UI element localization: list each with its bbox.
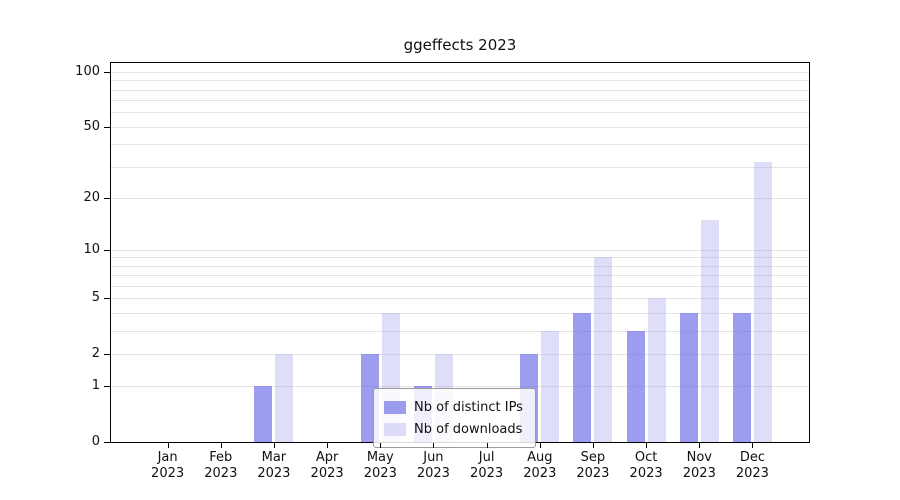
gridline xyxy=(111,313,809,314)
x-tick-label: Feb 2023 xyxy=(186,450,256,483)
x-tick-label: Aug 2023 xyxy=(505,450,575,483)
gridline xyxy=(111,353,809,355)
x-tick-label: Dec 2023 xyxy=(717,450,787,483)
gridline xyxy=(111,72,809,73)
bar-downloads xyxy=(541,330,560,442)
x-tick-label: Jan 2023 xyxy=(133,450,203,483)
year-label: 2023 xyxy=(204,466,238,482)
month-label: Jan xyxy=(157,450,178,465)
x-tick xyxy=(646,443,648,448)
gridline xyxy=(111,80,809,82)
x-tick xyxy=(539,443,541,448)
gridline xyxy=(111,126,809,128)
month-label: Jul xyxy=(478,450,495,465)
month-label: Aug xyxy=(527,450,553,465)
x-tick-label: Mar 2023 xyxy=(239,450,309,483)
year-label: 2023 xyxy=(735,466,769,482)
y-tick-label: 10 xyxy=(83,241,100,257)
y-tick-label: 1 xyxy=(91,378,100,394)
y-tick-label: 5 xyxy=(91,290,100,306)
legend-item: Nb of downloads xyxy=(384,418,523,440)
x-tick-label: Sep 2023 xyxy=(558,450,628,483)
gridline xyxy=(111,257,809,259)
legend: Nb of distinct IPs Nb of downloads xyxy=(373,388,536,448)
y-tick-label: 50 xyxy=(83,118,100,134)
year-label: 2023 xyxy=(629,466,663,482)
year-label: 2023 xyxy=(310,466,344,482)
x-tick-label: May 2023 xyxy=(345,450,415,483)
y-tick-label: 100 xyxy=(75,64,100,79)
x-tick-label: Oct 2023 xyxy=(611,450,681,483)
bar-distinct-ips xyxy=(679,313,698,442)
bar-downloads xyxy=(275,353,294,442)
bar-downloads xyxy=(594,257,613,442)
month-label: Nov xyxy=(686,450,712,465)
plot-area: Nb of distinct IPs Nb of downloads xyxy=(110,62,810,448)
legend-label: Nb of downloads xyxy=(414,421,523,437)
x-tick-label: Jun 2023 xyxy=(398,450,468,483)
year-label: 2023 xyxy=(470,466,504,482)
year-label: 2023 xyxy=(151,466,185,482)
year-label: 2023 xyxy=(682,466,716,482)
bar-downloads xyxy=(700,219,719,442)
bar-downloads xyxy=(647,298,666,442)
month-label: Sep xyxy=(580,450,606,465)
legend-label: Nb of distinct IPs xyxy=(414,399,523,415)
gridline xyxy=(111,265,809,267)
bar-distinct-ips xyxy=(573,313,592,442)
month-label: Jun xyxy=(423,450,444,465)
bar-distinct-ips xyxy=(732,313,751,442)
gridline xyxy=(111,112,809,114)
gridline xyxy=(111,275,809,277)
month-label: Feb xyxy=(209,450,233,465)
bar-downloads xyxy=(753,161,772,442)
month-label: Dec xyxy=(739,450,765,465)
x-tick xyxy=(273,443,275,448)
year-label: 2023 xyxy=(576,466,610,482)
gridline xyxy=(111,386,809,388)
x-tick-label: Nov 2023 xyxy=(664,450,734,483)
gridline xyxy=(111,166,809,168)
x-tick-label: Apr 2023 xyxy=(292,450,362,483)
year-label: 2023 xyxy=(523,466,557,482)
x-tick xyxy=(752,443,754,448)
legend-swatch-downloads xyxy=(384,422,406,436)
gridline xyxy=(111,197,809,199)
gridline xyxy=(111,249,809,251)
x-tick xyxy=(167,443,169,448)
x-tick xyxy=(699,443,701,448)
y-tick-label: 0 xyxy=(91,434,100,449)
gridline xyxy=(111,89,809,91)
bar-distinct-ips xyxy=(626,330,645,442)
year-label: 2023 xyxy=(257,466,291,482)
x-tick xyxy=(592,443,594,448)
gridline xyxy=(111,100,809,102)
legend-item: Nb of distinct IPs xyxy=(384,396,523,418)
gridline xyxy=(111,298,809,300)
y-tick-label: 20 xyxy=(83,189,100,205)
month-label: Apr xyxy=(315,450,339,465)
gridline xyxy=(111,144,809,146)
year-label: 2023 xyxy=(416,466,450,482)
chart-title: ggeffects 2023 xyxy=(403,36,517,54)
bar-distinct-ips xyxy=(254,386,273,442)
month-label: Mar xyxy=(261,450,287,465)
y-tick-label: 2 xyxy=(91,345,100,361)
year-label: 2023 xyxy=(363,466,397,482)
gridline xyxy=(111,286,809,287)
x-tick xyxy=(327,443,329,448)
x-tick xyxy=(220,443,222,448)
gridline xyxy=(111,330,809,332)
month-label: May xyxy=(366,450,394,465)
x-tick-label: Jul 2023 xyxy=(452,450,522,483)
legend-swatch-distinct-ips xyxy=(384,400,406,414)
month-label: Oct xyxy=(634,450,658,465)
